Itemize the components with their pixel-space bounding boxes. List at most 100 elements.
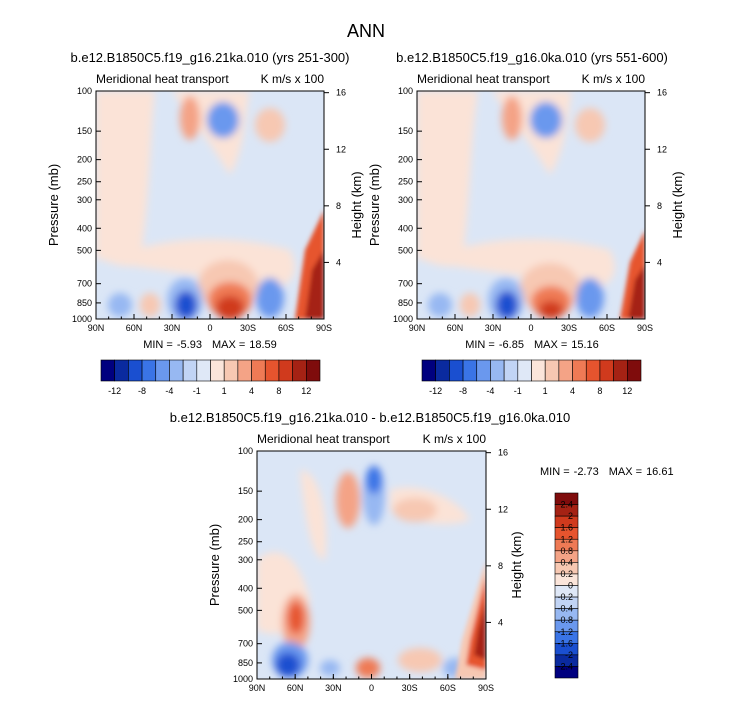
y-tick-label: 200: [77, 155, 92, 165]
colorbar-box: [627, 359, 642, 382]
colorbar-box: [613, 359, 628, 382]
colorbar-label: 0.4: [560, 557, 573, 567]
x-tick-label: 0: [369, 683, 374, 693]
x-tick-label: 60N: [447, 323, 464, 333]
panel-3-x-axis: 90N 60N 30N 0 30S 60S 90S: [249, 674, 494, 693]
panel-2-y-right-label: Height (km): [670, 171, 685, 238]
panel-2: b.e12.B1850C5.f19_g16.0ka.010 (yrs 551-6…: [367, 50, 685, 396]
y-right-tick-label: 8: [336, 201, 341, 211]
y-right-tick-label: 12: [657, 144, 667, 154]
y-right-tick-label: 4: [336, 257, 341, 267]
colorbar-box: [421, 359, 436, 382]
y-tick-label: 200: [238, 515, 253, 525]
colorbar-box: [155, 359, 170, 382]
y-tick-label: 250: [398, 177, 413, 187]
colorbar-box: [278, 359, 293, 382]
panel-2-subtitle-left: Meridional heat transport: [417, 72, 550, 86]
colorbar-box: [558, 359, 573, 382]
colorbar-box: [544, 359, 560, 382]
panel-2-stats: MIN = -6.85 MAX = 15.16: [465, 339, 599, 351]
colorbar-label: 1.2: [560, 534, 573, 544]
colorbar-box: [251, 359, 266, 382]
panel-3-y-axis: 100 150 200 250 300 400 500 700 850 1000 16 12 8 4: [233, 446, 508, 684]
y-tick-label: 850: [398, 298, 413, 308]
colorbar-box: [196, 359, 211, 382]
colorbar-box: [531, 359, 546, 382]
panel-3: b.e12.B1850C5.f19_g16.21ka.010 - b.e12.B…: [170, 410, 674, 693]
colorbar-box: [141, 359, 157, 382]
colorbar-box: [100, 359, 115, 382]
colorbar-box: [169, 359, 184, 382]
y-tick-label: 850: [77, 298, 92, 308]
colorbar-label: 1: [222, 386, 227, 396]
colorbar-label: 8: [597, 386, 602, 396]
colorbar-label: 1: [543, 386, 548, 396]
colorbar-label: -12: [108, 386, 121, 396]
colorbar-box: [599, 359, 614, 382]
y-tick-label: 100: [77, 86, 92, 96]
x-tick-label: 30S: [240, 323, 256, 333]
panel-3-y-label: Pressure (mb): [207, 524, 222, 606]
y-tick-label: 400: [77, 223, 92, 233]
x-tick-label: 60N: [126, 323, 143, 333]
colorbar-box: [462, 359, 478, 382]
panel-2-field: [417, 91, 645, 319]
panel-3-title: b.e12.B1850C5.f19_g16.21ka.010 - b.e12.B…: [170, 410, 570, 425]
colorbar-box: [114, 359, 129, 382]
x-tick-label: 90S: [316, 323, 332, 333]
panel-2-y-axis: 100 150 200 250 300 400 500 700 850 1000 16 12 8 4: [393, 86, 667, 324]
colorbar-box: [476, 359, 491, 382]
y-right-tick-label: 8: [498, 561, 503, 571]
colorbar-box: [210, 359, 225, 382]
colorbar-label: 0.2: [560, 569, 573, 579]
colorbar-label: -0.2: [557, 592, 573, 602]
colorbar-label: -12: [429, 386, 442, 396]
y-tick-label: 250: [238, 537, 253, 547]
y-right-tick-label: 16: [336, 88, 346, 98]
colorbar-label: -8: [138, 386, 146, 396]
panel-2-x-axis: 90N 60N 30N 0 30S 60S 90S: [409, 314, 653, 333]
y-tick-label: 400: [238, 583, 253, 593]
y-tick-label: 100: [398, 86, 413, 96]
colorbar-label: -1.6: [557, 638, 573, 648]
colorbar-label: -2: [565, 650, 573, 660]
panel-1-colorbar: -12 -8 -4 -1 1 4 8 12: [100, 359, 321, 396]
y-tick-label: 850: [238, 658, 253, 668]
y-tick-label: 700: [77, 279, 92, 289]
colorbar-label: 12: [622, 386, 632, 396]
y-tick-label: 300: [398, 195, 413, 205]
y-tick-label: 200: [398, 155, 413, 165]
y-tick-label: 400: [398, 223, 413, 233]
panel-2-y-label: Pressure (mb): [367, 164, 382, 246]
colorbar-box: [264, 359, 280, 382]
colorbar-box: [490, 359, 505, 382]
panel-1-x-axis: 90N 60N 30N 0 30S 60S 90S: [88, 314, 332, 333]
panel-3-colorbar: 2.42 1.61.2 0.80.4 0.2 0-0.2 -0.4-0.8 -1.2-1.6…: [554, 492, 579, 679]
colorbar-label: -4: [486, 386, 494, 396]
colorbar-label: -1: [514, 386, 522, 396]
y-tick-label: 700: [238, 639, 253, 649]
x-tick-label: 60N: [287, 683, 304, 693]
colorbar-label: 12: [301, 386, 311, 396]
panel-1-field: [96, 91, 324, 319]
colorbar-label: 4: [249, 386, 254, 396]
panel-1-y-axis: 100 150 200 250 300 400 500 700 850 1000 16 12 8 4: [72, 86, 346, 324]
colorbar-box: [128, 359, 143, 382]
colorbar-label: -2.4: [557, 661, 573, 671]
y-tick-label: 1000: [393, 314, 413, 324]
colorbar-box: [237, 359, 252, 382]
panel-1-subtitle-left: Meridional heat transport: [96, 72, 229, 86]
colorbar-label: -0.8: [557, 615, 573, 625]
colorbar-box: [182, 359, 198, 382]
y-tick-label: 150: [238, 486, 253, 496]
y-tick-label: 300: [238, 555, 253, 565]
colorbar-label: -1: [193, 386, 201, 396]
panel-1-title: b.e12.B1850C5.f19_g16.21ka.010 (yrs 251-…: [71, 50, 350, 65]
y-right-tick-label: 16: [657, 88, 667, 98]
panel-3-stats: MIN = -2.73 MAX = 16.61: [540, 466, 674, 478]
colorbar-label: -4: [165, 386, 173, 396]
y-tick-label: 150: [398, 126, 413, 136]
x-tick-label: 0: [528, 323, 533, 333]
y-tick-label: 500: [238, 605, 253, 615]
y-right-tick-label: 4: [657, 257, 662, 267]
